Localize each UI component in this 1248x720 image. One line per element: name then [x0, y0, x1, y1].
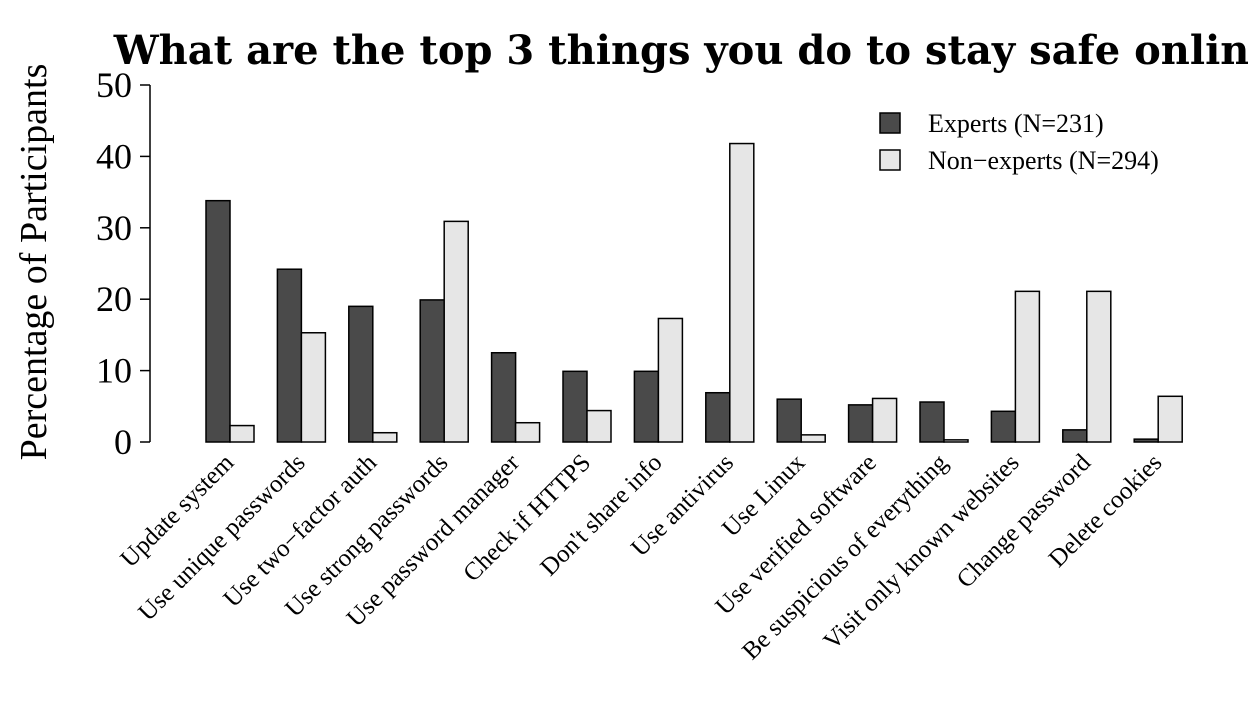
bar-non-experts — [800, 434, 826, 443]
bar-experts — [562, 370, 588, 443]
x-tick-label: Don't share info — [535, 449, 667, 581]
bar-non-experts — [729, 142, 755, 443]
y-tick-label: 40 — [96, 136, 132, 176]
chart-title: What are the top 3 things you do to stay… — [113, 27, 1248, 74]
bars-group — [205, 142, 1183, 443]
bar-experts — [633, 370, 660, 443]
bar-non-experts — [657, 317, 684, 443]
bar-non-experts — [1157, 395, 1183, 443]
bar-non-experts — [586, 409, 612, 443]
y-axis-ticks: 0 10 20 30 40 50 — [96, 65, 150, 462]
y-tick-label: 0 — [114, 422, 132, 462]
legend-label: Experts (N=231) — [928, 109, 1104, 138]
bar-non-experts — [229, 424, 255, 443]
bar-experts — [276, 268, 303, 443]
bar-non-experts — [514, 421, 541, 443]
y-tick-label: 10 — [96, 351, 132, 391]
bar-experts — [776, 398, 802, 443]
bar-non-experts — [871, 397, 898, 443]
bar-experts — [705, 391, 731, 443]
bar-experts — [847, 404, 874, 443]
bar-non-experts — [1086, 290, 1112, 443]
legend-swatch — [879, 112, 901, 134]
bar-experts — [348, 305, 374, 443]
bar-experts — [1133, 438, 1159, 443]
bar-non-experts — [1014, 290, 1041, 443]
legend: Experts (N=231) Non−experts (N=294) — [879, 109, 1159, 175]
bar-experts — [990, 410, 1017, 443]
bar-experts — [490, 352, 517, 443]
bar-non-experts — [372, 431, 398, 443]
x-tick-label: Check if HTTPS — [458, 449, 596, 587]
bar-non-experts — [943, 439, 969, 443]
bar-non-experts — [443, 220, 469, 443]
y-axis-label: Percentage of Participants — [13, 64, 55, 461]
bar-experts — [1062, 429, 1088, 443]
x-tick-label: Change password — [952, 449, 1097, 594]
y-tick-label: 50 — [96, 65, 132, 105]
y-tick-label: 20 — [96, 279, 132, 319]
y-tick-label: 30 — [96, 208, 132, 248]
bar-experts — [919, 401, 945, 443]
legend-swatch — [879, 149, 901, 171]
legend-label: Non−experts (N=294) — [928, 146, 1159, 175]
bar-experts — [419, 299, 445, 443]
bar-experts — [205, 199, 231, 443]
bar-non-experts — [300, 332, 327, 443]
